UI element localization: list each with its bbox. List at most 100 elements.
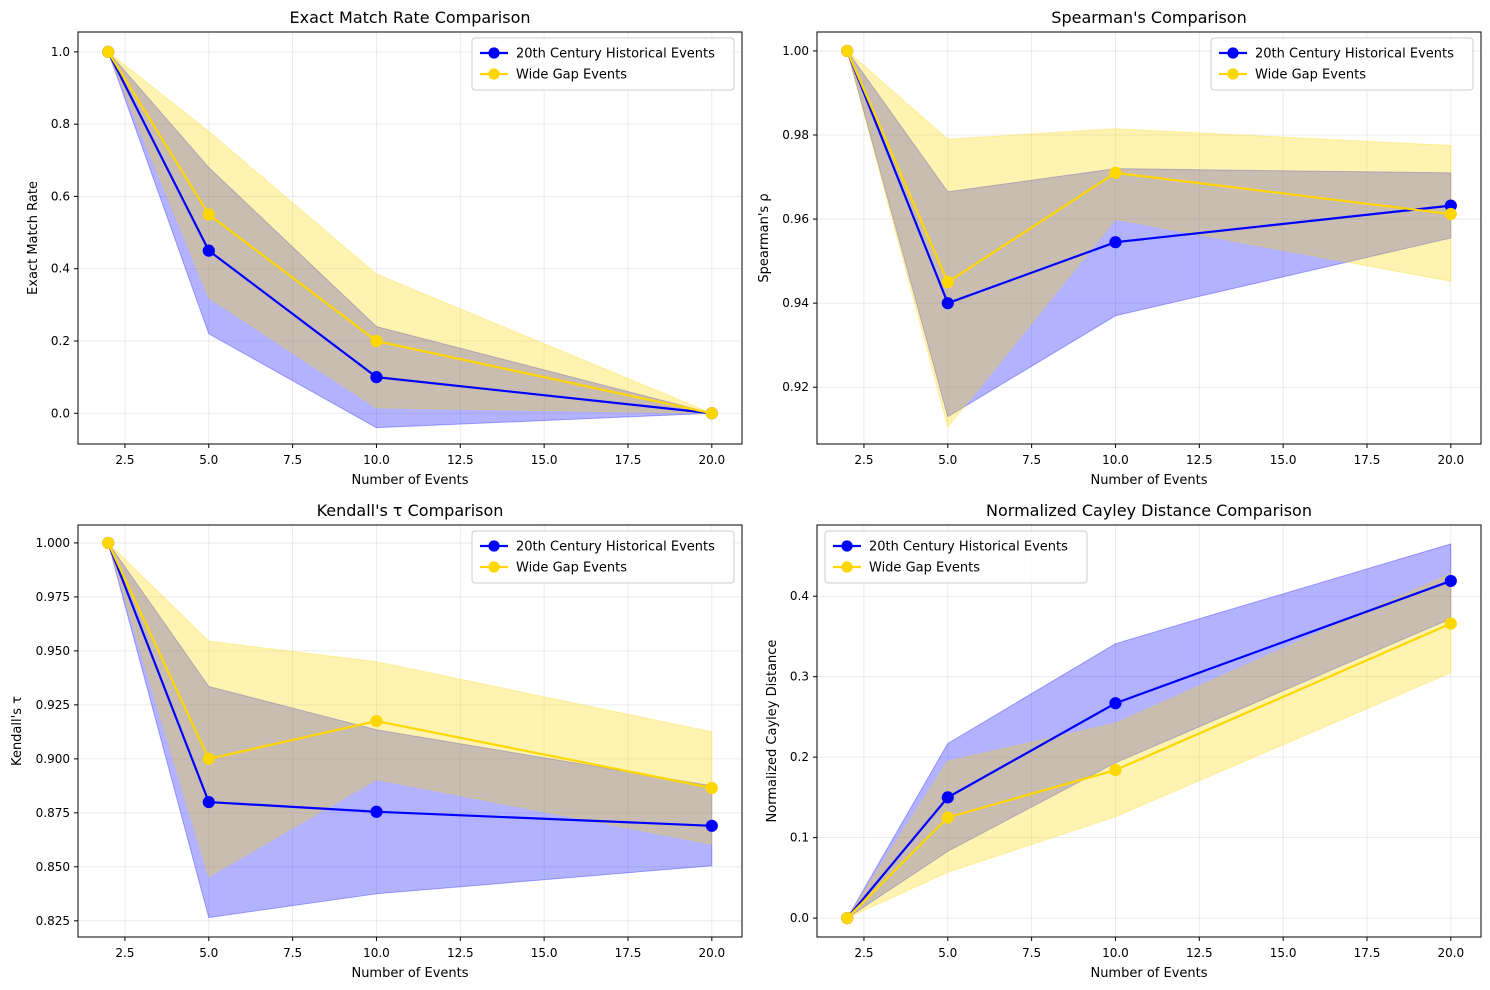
data-point [841,44,854,58]
axes-frame [816,31,1482,445]
x-tick-label: 20.0 [698,946,725,960]
chart-title: Exact Match Rate Comparison [289,8,530,27]
legend-label-2: Wide Gap Events [869,561,980,576]
y-tick-label: 0.1 [790,831,809,845]
x-tick-label: 2.5 [854,946,873,960]
axes-frame [77,524,743,938]
y-tick-label: 0.4 [51,262,70,276]
x-tick-label: 17.5 [1354,453,1381,467]
x-tick-label: 5.0 [938,453,957,467]
x-tick-label: 10.0 [363,946,390,960]
chart-panel-2: 2.5 5.0 7.5 10.0 12.5 15.0 17.5 20.0 0.92 0.94 0.9… [757,8,1482,488]
data-point [941,791,954,804]
chart-title: Spearman's Comparison [1051,8,1246,27]
data-point [941,811,954,824]
confidence-band-2 [845,572,1452,920]
y-tick-label: 0.925 [36,698,70,712]
legend-marker-1 [1227,47,1239,59]
x-tick-label: 10.0 [1102,946,1129,960]
x-axis-label: Number of Events [351,473,468,488]
data-point [941,297,954,310]
legend-marker-1 [488,47,500,59]
y-tick-label: 0.8 [51,117,70,131]
y-tick-label: 0.4 [790,589,809,603]
legend-marker-2 [488,68,500,80]
x-tick-label: 2.5 [115,946,134,960]
data-point [370,805,383,818]
data-point [102,536,115,550]
y-axis-label: Spearman's ρ [757,193,772,282]
y-tick-label: 1.00 [782,44,809,58]
data-point [1444,207,1457,221]
legend-label-1: 20th Century Historical Events [869,540,1068,555]
data-point [941,276,954,289]
data-point [705,819,718,832]
y-tick-label: 0.2 [790,750,809,764]
y-tick-label: 0.96 [782,212,809,226]
data-point [1109,763,1122,777]
data-point [202,244,215,257]
legend-marker-1 [488,540,500,552]
data-point [370,714,383,728]
y-tick-label: 0.875 [36,806,70,820]
y-tick-label: 0.850 [36,860,70,874]
x-tick-label: 20.0 [698,453,725,467]
legend-box [824,530,1088,584]
data-point [1109,166,1122,179]
legend-label-2: Wide Gap Events [516,561,627,576]
y-tick-label: 0.950 [36,644,70,658]
y-tick-label: 0.2 [51,334,70,348]
x-axis-label: Number of Events [351,966,468,981]
x-tick-label: 17.5 [1354,946,1381,960]
x-tick-label: 15.0 [531,453,558,467]
legend: 20th Century Historical Events Wide Gap E… [824,530,1088,584]
data-point [1109,697,1122,710]
x-tick-label: 10.0 [1102,453,1129,467]
y-tick-label: 0.6 [51,189,70,203]
y-axis-label: Exact Match Rate [26,181,41,295]
legend-label-1: 20th Century Historical Events [1255,47,1454,62]
axes-frame [77,31,743,445]
legend-box [471,530,735,584]
x-axis-label: Number of Events [1090,473,1207,488]
legend-label-2: Wide Gap Events [516,68,627,83]
legend-label-1: 20th Century Historical Events [516,47,715,62]
series-line-1 [846,50,1451,305]
data-point [370,371,383,384]
chart-panel-1: 2.5 5.0 7.5 10.0 12.5 15.0 17.5 20.0 0.0 0.2 0.4 0.… [26,8,743,488]
x-tick-label: 5.0 [938,946,957,960]
legend-label-1: 20th Century Historical Events [516,540,715,555]
x-tick-label: 12.5 [1186,946,1213,960]
data-point [202,752,215,765]
x-tick-label: 17.5 [615,946,642,960]
x-tick-label: 12.5 [447,453,474,467]
legend: 20th Century Historical Events Wide Gap E… [1210,37,1474,91]
y-tick-label: 0.98 [782,128,809,142]
y-axis-label: Normalized Cayley Distance [765,640,780,823]
y-tick-label: 0.94 [782,296,809,310]
series-line-1 [846,579,1452,919]
y-tick-label: 0.975 [36,590,70,604]
series-line-2 [846,622,1452,919]
x-tick-label: 5.0 [199,453,218,467]
x-tick-label: 7.5 [283,453,302,467]
legend-marker-2 [841,561,853,573]
x-tick-label: 17.5 [615,453,642,467]
series-line-2 [846,50,1451,284]
x-tick-label: 2.5 [854,453,873,467]
x-tick-label: 20.0 [1437,453,1464,467]
data-point [202,795,215,809]
x-tick-label: 15.0 [1270,946,1297,960]
x-tick-label: 10.0 [363,453,390,467]
legend-marker-2 [488,561,500,573]
data-point [705,781,718,795]
data-point [1109,236,1122,249]
axes-frame [816,524,1482,938]
x-tick-label: 20.0 [1437,946,1464,960]
y-tick-label: 0.0 [51,406,70,420]
x-axis-label: Number of Events [1090,966,1207,981]
data-point [705,407,718,420]
y-axis-label: Kendall's τ [10,696,25,766]
y-tick-label: 0.3 [790,670,809,684]
x-tick-label: 7.5 [1022,453,1041,467]
